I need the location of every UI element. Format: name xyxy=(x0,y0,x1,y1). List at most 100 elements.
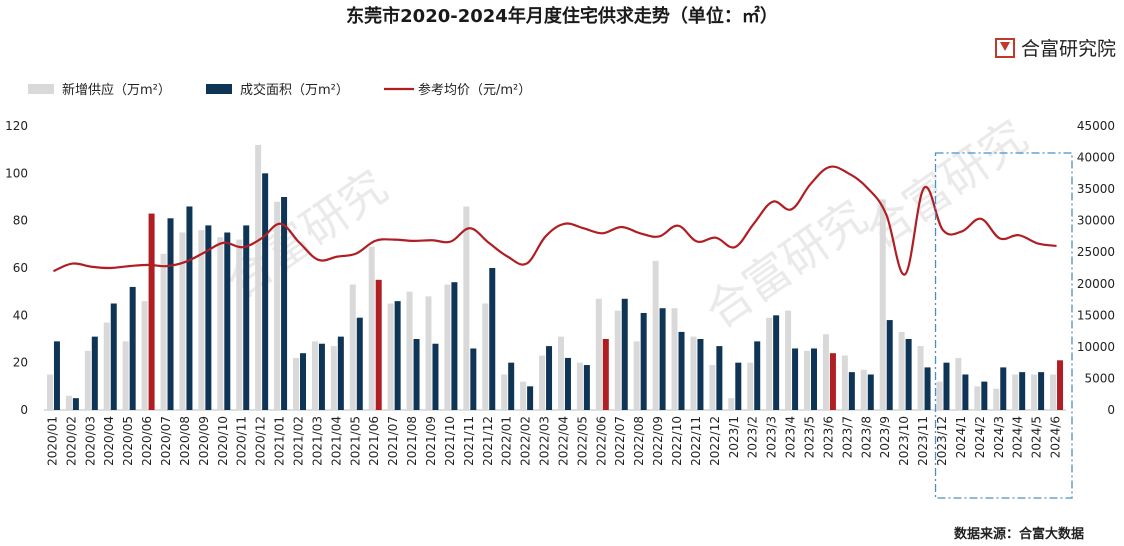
y-left-tick-label: 80 xyxy=(13,214,28,228)
x-tick-label: 2023/10 xyxy=(897,416,911,466)
deal-bar xyxy=(262,173,269,410)
price-line xyxy=(53,165,1057,276)
y-right-tick-label: 20000 xyxy=(1077,277,1115,291)
x-tick-label: 2021/02 xyxy=(292,416,306,466)
supply-bar xyxy=(671,308,678,410)
supply-bar xyxy=(557,336,564,410)
x-tick-label: 2022/03 xyxy=(538,416,552,466)
deal-bar xyxy=(224,232,231,410)
supply-bar xyxy=(179,232,186,410)
deal-bar xyxy=(394,301,401,410)
deal-bar xyxy=(148,213,155,410)
x-tick-label: 2020/03 xyxy=(83,416,97,466)
supply-bar xyxy=(84,350,91,410)
supply-bar xyxy=(879,199,886,410)
x-tick-label: 2020/02 xyxy=(64,416,78,466)
supply-bar xyxy=(198,230,205,410)
supply-bar xyxy=(482,303,489,410)
x-tick-label: 2020/07 xyxy=(159,416,173,466)
deal-bar xyxy=(640,312,647,410)
supply-bar xyxy=(520,381,527,410)
x-tick-label: 2020/09 xyxy=(197,416,211,466)
deal-bar xyxy=(1019,372,1026,410)
deal-bar xyxy=(53,341,60,410)
x-tick-label: 2020/08 xyxy=(178,416,192,466)
deal-bar xyxy=(829,353,836,410)
supply-bar xyxy=(614,310,621,410)
supply-bar xyxy=(1031,374,1038,410)
deal-bar xyxy=(243,225,250,410)
x-tick-label: 2020/12 xyxy=(254,416,268,466)
x-tick-label: 2023/4 xyxy=(784,416,798,458)
supply-bar xyxy=(766,317,773,410)
x-tick-label: 2021/10 xyxy=(443,416,457,466)
chart-title: 东莞市2020-2024年月度住宅供求走势（单位：㎡） xyxy=(346,6,778,27)
deal-bar xyxy=(375,279,382,410)
supply-bar xyxy=(349,284,356,410)
supply-bar xyxy=(955,357,962,410)
supply-bar xyxy=(785,310,792,410)
deal-bar xyxy=(773,315,780,410)
y-right-tick-label: 5000 xyxy=(1084,371,1115,385)
x-tick-label: 2023/11 xyxy=(916,416,930,466)
x-tick-label: 2021/08 xyxy=(405,416,419,466)
supply-bar xyxy=(368,246,375,410)
legend-deal-label: 成交面积（万m²） xyxy=(240,82,349,98)
x-tick-label: 2021/07 xyxy=(386,416,400,466)
deal-bar xyxy=(981,381,988,410)
supply-bar xyxy=(217,237,224,410)
supply-bar xyxy=(898,331,905,410)
supply-bar xyxy=(425,296,432,410)
supply-bar xyxy=(595,298,602,410)
hefu-logo-icon xyxy=(994,37,1015,58)
deal-bar xyxy=(848,372,855,410)
x-tick-label: 2021/06 xyxy=(367,416,381,466)
supply-bar xyxy=(236,239,243,410)
x-tick-label: 2020/10 xyxy=(216,416,230,466)
deal-bar xyxy=(432,343,439,410)
x-tick-label: 2022/09 xyxy=(651,416,665,466)
x-tick-label: 2023/1 xyxy=(727,416,741,458)
x-tick-label: 2021/12 xyxy=(481,416,495,466)
x-tick-label: 2023/9 xyxy=(878,416,892,458)
x-tick-label: 2023/12 xyxy=(935,416,949,466)
x-tick-label: 2022/06 xyxy=(594,416,608,466)
deal-bar xyxy=(754,341,761,410)
x-tick-label: 2022/10 xyxy=(670,416,684,466)
supply-bar xyxy=(274,201,281,410)
y-right-tick-label: 35000 xyxy=(1077,182,1115,196)
deal-bar xyxy=(1038,372,1045,410)
x-tick-label: 2022/01 xyxy=(500,416,514,466)
brand-name: 合富研究院 xyxy=(1020,38,1116,60)
deal-bar xyxy=(356,317,363,410)
deal-bar xyxy=(678,331,685,410)
x-tick-label: 2023/2 xyxy=(746,416,760,458)
x-tick-label: 2022/07 xyxy=(613,416,627,466)
x-tick-label: 2024/2 xyxy=(973,416,987,458)
deal-bar xyxy=(489,268,496,410)
x-tick-label: 2024/3 xyxy=(992,416,1006,458)
x-tick-label: 2021/09 xyxy=(424,416,438,466)
supply-bar xyxy=(406,291,413,410)
deal-bar xyxy=(583,365,590,410)
supply-bar xyxy=(690,336,697,410)
x-tick-label: 2022/05 xyxy=(575,416,589,466)
deal-bar xyxy=(659,308,666,410)
deal-bar xyxy=(300,353,306,410)
x-tick-label: 2022/12 xyxy=(708,416,722,466)
deal-bar xyxy=(962,374,969,410)
legend-supply-label: 新增供应（万m²） xyxy=(62,82,171,98)
deal-bar xyxy=(564,357,571,410)
supply-bar xyxy=(160,253,167,410)
deal-bar xyxy=(697,339,704,410)
supply-bar xyxy=(1012,374,1019,410)
x-tick-label: 2024/1 xyxy=(954,416,968,458)
x-tick-label: 2022/04 xyxy=(556,416,570,466)
supply-bar xyxy=(255,144,262,410)
deal-bar xyxy=(318,343,325,410)
supply-bar xyxy=(330,346,337,410)
supply-bar xyxy=(652,260,659,410)
x-tick-label: 2022/08 xyxy=(632,416,646,466)
deal-bar xyxy=(91,336,98,410)
deal-bar xyxy=(792,348,799,410)
